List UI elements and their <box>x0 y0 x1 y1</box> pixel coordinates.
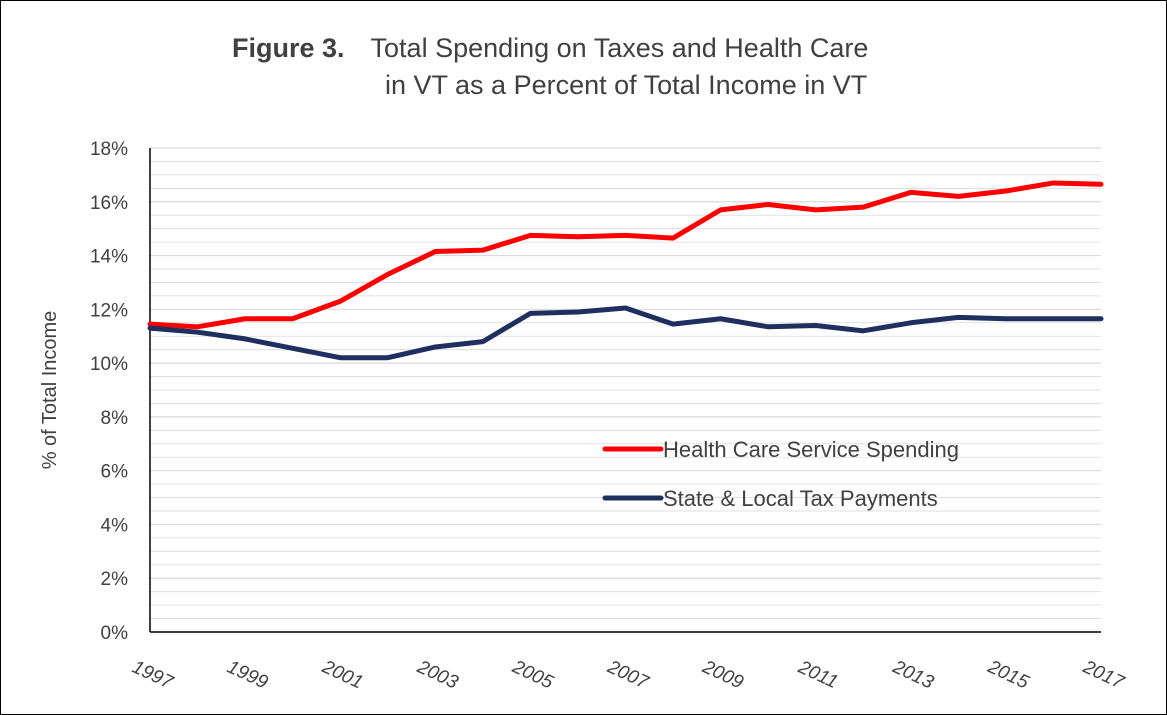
y-tick-label: 4% <box>101 515 129 536</box>
y-tick-labels: 0% 2% 4% 6% 8% 10% 12% 14% 16% 18% <box>90 139 128 644</box>
chart-title-line-2: in VT as a Percent of Total Income in VT <box>385 70 868 100</box>
gridlines <box>150 147 1101 619</box>
legend-label-tax: State & Local Tax Payments <box>663 486 938 511</box>
y-tick-label: 8% <box>101 408 129 429</box>
x-tick-label: 2013 <box>889 656 937 694</box>
x-tick-labels: 1997 1999 2001 2003 2005 2007 2009 2011 2013 2015… <box>129 656 1128 694</box>
x-tick-label: 2011 <box>794 656 841 693</box>
y-tick-label: 2% <box>101 569 129 590</box>
title-text-1: Total Spending on Taxes and Health Care <box>370 33 869 63</box>
y-tick-label: 18% <box>90 139 128 160</box>
x-tick-label: 2003 <box>413 656 461 694</box>
y-axis-label: % of Total Income <box>39 311 61 470</box>
series-line-tax-payments <box>147 305 1104 361</box>
y-tick-label: 0% <box>101 623 129 644</box>
y-tick-label: 16% <box>90 193 128 214</box>
x-tick-label: 2015 <box>984 656 1032 694</box>
axes <box>149 148 1101 633</box>
x-tick-label: 1997 <box>129 657 177 695</box>
figure-label: Figure 3. <box>232 33 345 63</box>
legend-label-health: Health Care Service Spending <box>663 437 959 462</box>
y-tick-label: 14% <box>90 247 128 268</box>
x-tick-label: 2001 <box>318 656 366 693</box>
y-tick-label: 10% <box>90 354 128 375</box>
x-tick-label: 1999 <box>224 657 272 694</box>
y-tick-label: 12% <box>90 300 128 321</box>
series-lines <box>147 180 1104 361</box>
x-tick-label: 2017 <box>1079 656 1128 694</box>
x-tick-label: 2009 <box>698 656 746 694</box>
chart-title-line-1: Figure 3. Total Spending on Taxes and Hea… <box>232 30 868 67</box>
series-line-health-care <box>147 180 1104 330</box>
y-tick-label: 6% <box>101 462 129 483</box>
x-tick-label: 2005 <box>508 656 556 694</box>
legend: Health Care Service Spending State & Loc… <box>602 437 959 511</box>
x-tick-label: 2007 <box>603 656 652 694</box>
